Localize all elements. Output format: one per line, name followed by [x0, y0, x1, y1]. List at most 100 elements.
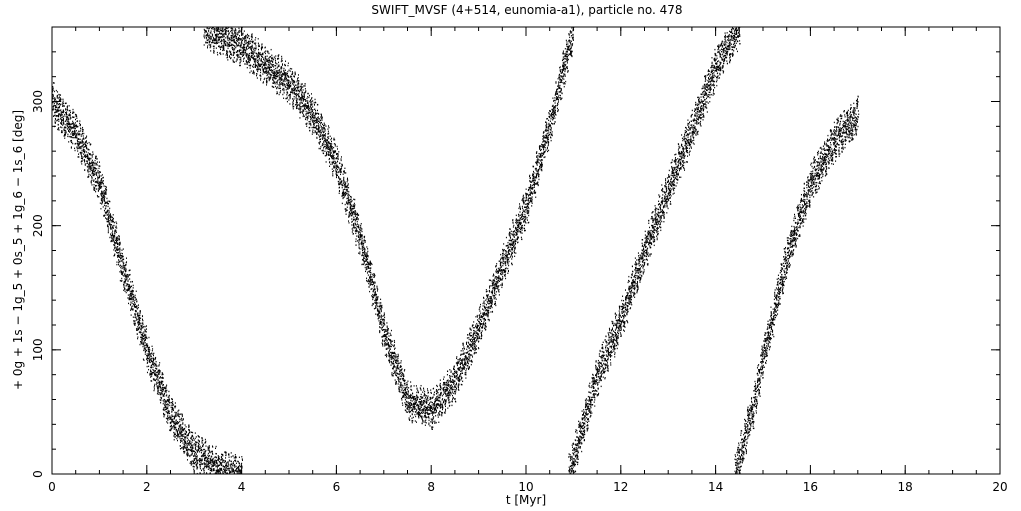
data-point [220, 473, 222, 474]
data-point [146, 354, 148, 357]
data-point [304, 88, 306, 90]
data-point [326, 143, 328, 146]
data-point [230, 480, 231, 481]
data-point [218, 37, 220, 39]
data-point [151, 357, 153, 360]
data-point [153, 386, 155, 388]
data-point [162, 399, 164, 402]
data-point [282, 80, 284, 83]
data-point [195, 453, 197, 455]
data-point [125, 276, 127, 278]
data-point [225, 464, 227, 467]
data-point [111, 226, 113, 229]
data-point [157, 376, 159, 379]
data-point [87, 154, 89, 156]
data-point [140, 340, 142, 343]
data-point [227, 477, 228, 478]
data-point [278, 57, 280, 60]
data-point [80, 153, 82, 156]
data-point [62, 100, 64, 102]
data-point [314, 115, 316, 117]
data-point [150, 370, 152, 373]
data-point [199, 451, 201, 453]
data-point [240, 49, 242, 51]
data-point [93, 174, 95, 177]
data-point [218, 475, 219, 476]
data-point [160, 389, 162, 392]
data-point [319, 135, 321, 137]
data-point [177, 430, 179, 432]
data-point [251, 38, 253, 41]
data-point [311, 117, 313, 119]
data-point [209, 462, 211, 464]
data-point [222, 35, 224, 37]
data-point [238, 54, 240, 56]
data-point [306, 107, 308, 109]
data-point [233, 48, 235, 51]
data-point [303, 92, 305, 94]
data-point [346, 202, 348, 205]
data-point [129, 297, 131, 300]
data-point [310, 107, 312, 109]
data-point [245, 40, 247, 42]
data-point [223, 42, 225, 44]
data-point [111, 216, 113, 218]
data-point [132, 287, 134, 289]
data-point [249, 40, 251, 42]
data-point [181, 426, 183, 428]
data-point [142, 358, 144, 360]
data-point [252, 50, 254, 53]
data-point [66, 114, 68, 116]
data-point [256, 55, 258, 57]
data-point [143, 331, 145, 333]
data-point [313, 123, 315, 125]
data-point [209, 32, 211, 34]
data-point [195, 457, 197, 459]
data-point [209, 34, 211, 36]
data-point [213, 39, 215, 42]
data-point [296, 101, 298, 104]
data-point [184, 437, 186, 439]
data-point [334, 151, 336, 153]
data-point [324, 130, 326, 132]
data-point [335, 153, 337, 156]
data-point [335, 157, 337, 160]
data-point [107, 220, 109, 223]
data-point [144, 338, 146, 341]
data-point [277, 72, 279, 74]
data-point [322, 124, 324, 127]
data-point [56, 119, 58, 121]
data-point [247, 56, 249, 59]
data-point [74, 125, 76, 128]
data-point [216, 25, 217, 26]
data-point [219, 30, 221, 33]
data-point [204, 448, 206, 451]
data-point [257, 48, 259, 51]
data-point [304, 103, 306, 105]
data-point [180, 431, 182, 433]
data-point [305, 117, 307, 119]
data-point [218, 460, 220, 463]
data-point [310, 113, 312, 116]
data-point [288, 85, 290, 87]
data-point [175, 412, 177, 415]
data-point [98, 177, 100, 179]
data-point [62, 111, 64, 114]
data-point [111, 232, 113, 234]
data-point [292, 91, 294, 94]
data-point [230, 27, 232, 30]
data-point [218, 39, 220, 42]
data-point [173, 427, 175, 429]
data-point [106, 218, 108, 221]
data-point [104, 188, 106, 190]
data-point [228, 41, 230, 44]
data-point [139, 310, 141, 312]
data-point [235, 24, 236, 25]
data-point [87, 152, 89, 154]
data-point [101, 181, 103, 184]
data-point [329, 135, 331, 137]
data-point [237, 50, 239, 53]
data-point [270, 60, 272, 62]
data-point [236, 472, 238, 474]
data-point [181, 438, 183, 440]
